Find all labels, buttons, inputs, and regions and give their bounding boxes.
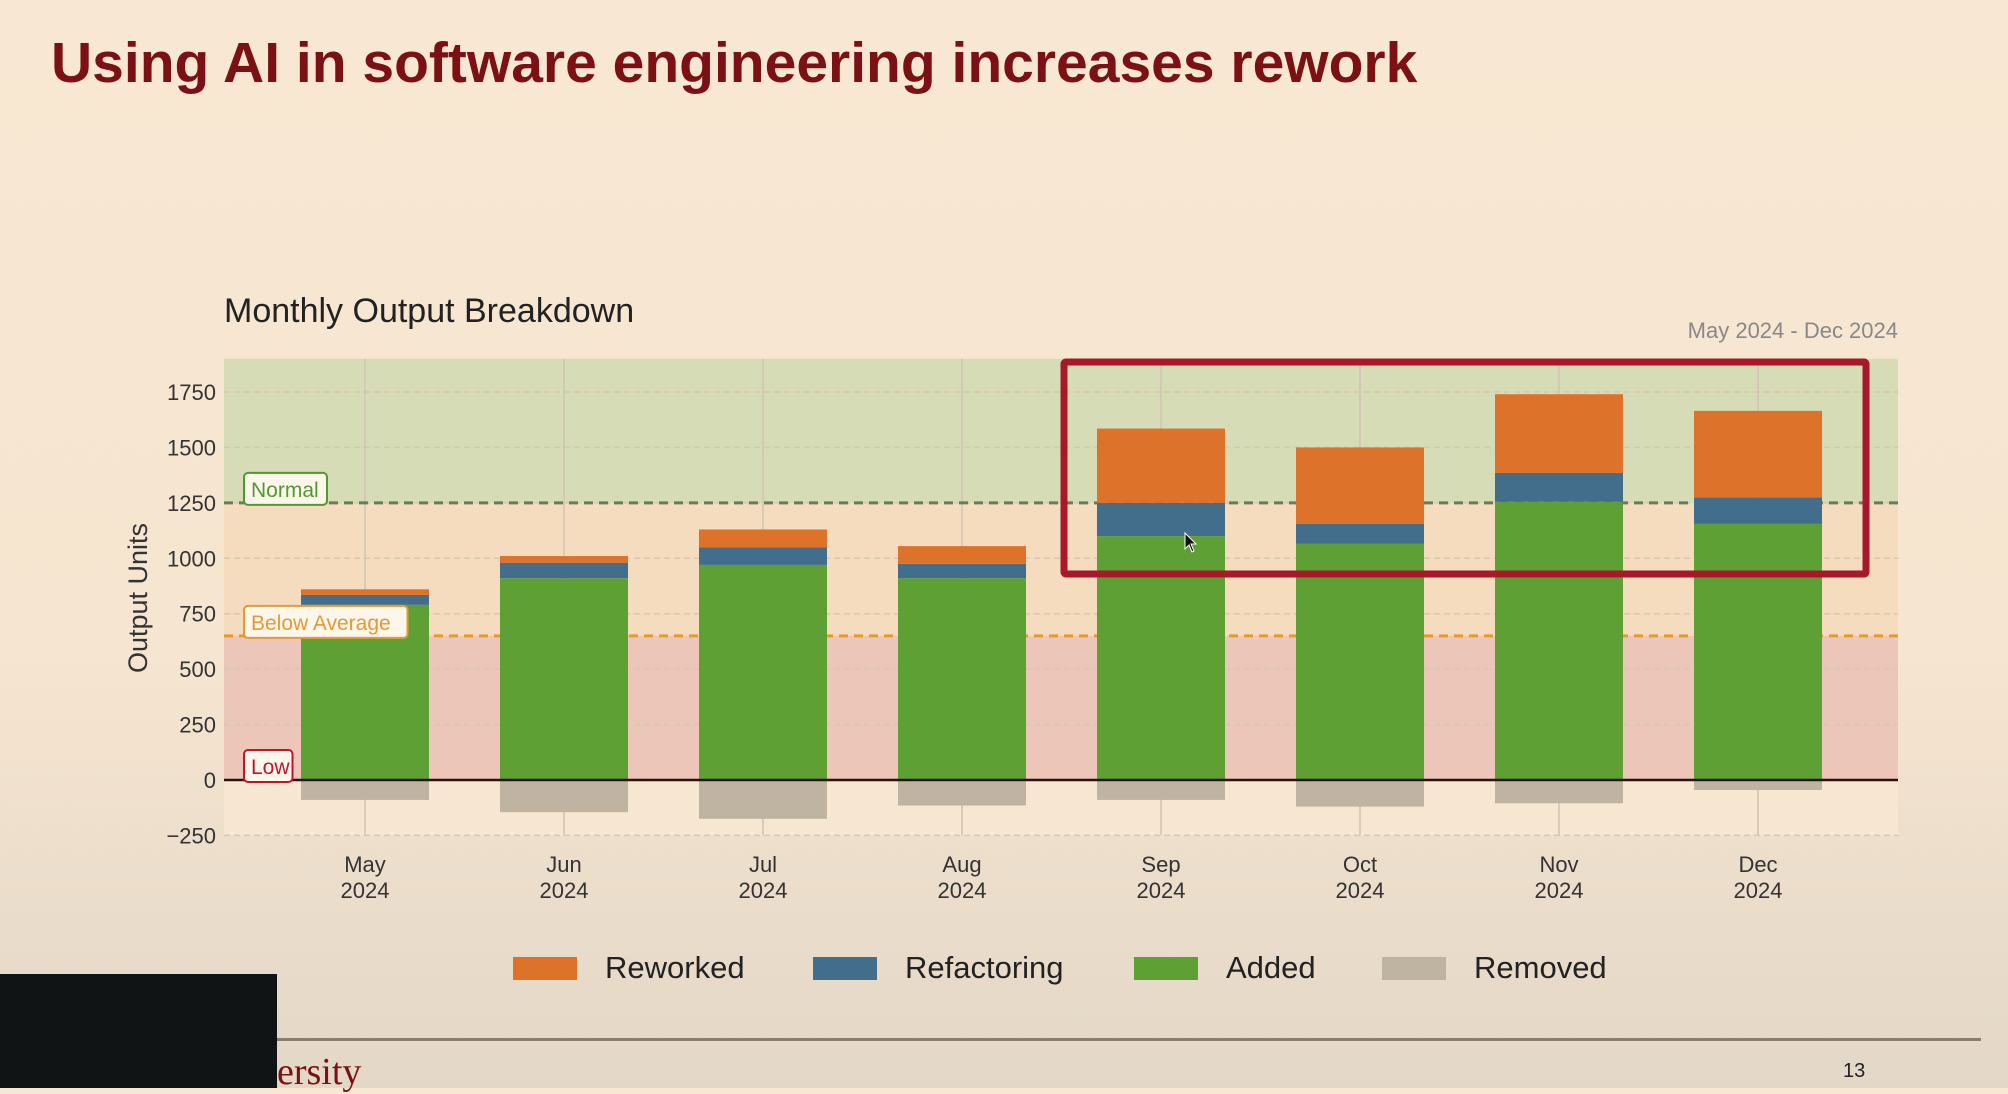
bar-segment-added [1495,501,1623,780]
bar-segment-removed [500,780,628,813]
chart-title: Monthly Output Breakdown [224,292,634,330]
legend-item-removed: Removed [1382,950,1607,986]
legend-swatch [513,956,577,980]
x-tick-label-month: Sep [1141,852,1180,877]
video-overlay [0,974,277,1088]
x-tick-label-year: 2024 [341,878,390,903]
bar-segment-refactoring [1296,523,1424,544]
page-number: 13 [1843,1060,1866,1082]
x-tick-label-month: Jun [546,852,581,877]
bar-segment-reworked [898,546,1026,564]
mouse-cursor-icon [1184,531,1198,553]
x-tick-label-year: 2024 [1336,878,1385,903]
bar-segment-refactoring [301,594,429,605]
legend-item-reworked: Reworked [513,950,745,986]
slide-title: Using AI in software engineering increas… [51,31,1418,95]
x-tick-label-year: 2024 [1734,878,1783,903]
bar-segment-removed [898,780,1026,806]
bar-segment-reworked [1097,428,1225,503]
legend-label: Added [1226,950,1316,985]
y-tick-label: 500 [179,657,216,682]
y-tick-label: 0 [204,768,216,793]
x-tick-label-year: 2024 [540,878,589,903]
band-low [224,635,1898,780]
bar-segment-added [500,578,628,780]
bar-segment-refactoring [1097,502,1225,537]
legend-item-added: Added [1134,950,1316,986]
legend-label: Removed [1474,950,1607,985]
bar-segment-removed [1694,780,1822,790]
legend-swatch [1382,956,1446,980]
bar-segment-reworked [1694,410,1822,498]
legend-label: Reworked [605,950,745,985]
bar-segment-removed [301,780,429,800]
legend-swatch [813,956,877,980]
y-tick-label: 1750 [167,380,216,405]
x-tick-label-month: Oct [1343,852,1377,877]
bar-segment-removed [1097,780,1225,800]
x-tick-label-month: Jul [749,852,777,877]
band-label: Normal [251,479,319,502]
bar-segment-added [699,564,827,780]
x-tick-label-year: 2024 [1137,878,1186,903]
bar-segment-removed [1296,780,1424,807]
footer-university-text: ersity [277,1051,362,1093]
highlight-box [1060,358,1870,578]
bar-segment-reworked [1296,447,1424,524]
y-axis-label: Output Units [123,523,153,673]
x-tick-label-month: Nov [1539,852,1578,877]
bar-segment-reworked [1495,394,1623,473]
band-label: Below Average [251,612,391,635]
x-tick-label-year: 2024 [1535,878,1584,903]
bar-segment-removed [1495,780,1623,804]
bar-segment-added [898,578,1026,780]
x-tick-label-month: May [344,852,386,877]
bar-segment-reworked [301,589,429,595]
band-label-box [243,604,409,639]
bar-segment-reworked [500,556,628,563]
bar-segment-added [1296,543,1424,780]
legend-swatch [1134,956,1198,980]
x-tick-label-year: 2024 [938,878,987,903]
bar-segment-refactoring [500,562,628,579]
y-tick-label: 1500 [167,435,216,460]
x-tick-label-month: Dec [1738,852,1777,877]
bar-segment-removed [699,780,827,819]
bar-segment-refactoring [1495,472,1623,502]
band-label-box [243,749,294,783]
x-tick-label-month: Aug [942,852,981,877]
chart-date-range: May 2024 - Dec 2024 [1688,318,1898,343]
y-tick-label: −250 [166,823,216,848]
bar-segment-refactoring [898,563,1026,579]
x-tick-label-year: 2024 [739,878,788,903]
legend-label: Refactoring [905,950,1064,985]
bar-segment-refactoring [699,547,827,565]
y-tick-label: 1000 [167,546,216,571]
legend-item-refactoring: Refactoring [813,950,1064,986]
footer-divider [277,1038,1981,1041]
bar-segment-reworked [699,529,827,548]
y-tick-label: 250 [179,713,216,738]
band-label-box [243,471,328,506]
band-label: Low [251,756,290,779]
bar-segment-added [1694,523,1822,780]
y-tick-label: 750 [179,602,216,627]
legend: Reworked Refactoring Added Removed [0,950,2008,990]
y-tick-label: 1250 [167,491,216,516]
bar-segment-refactoring [1694,497,1822,524]
